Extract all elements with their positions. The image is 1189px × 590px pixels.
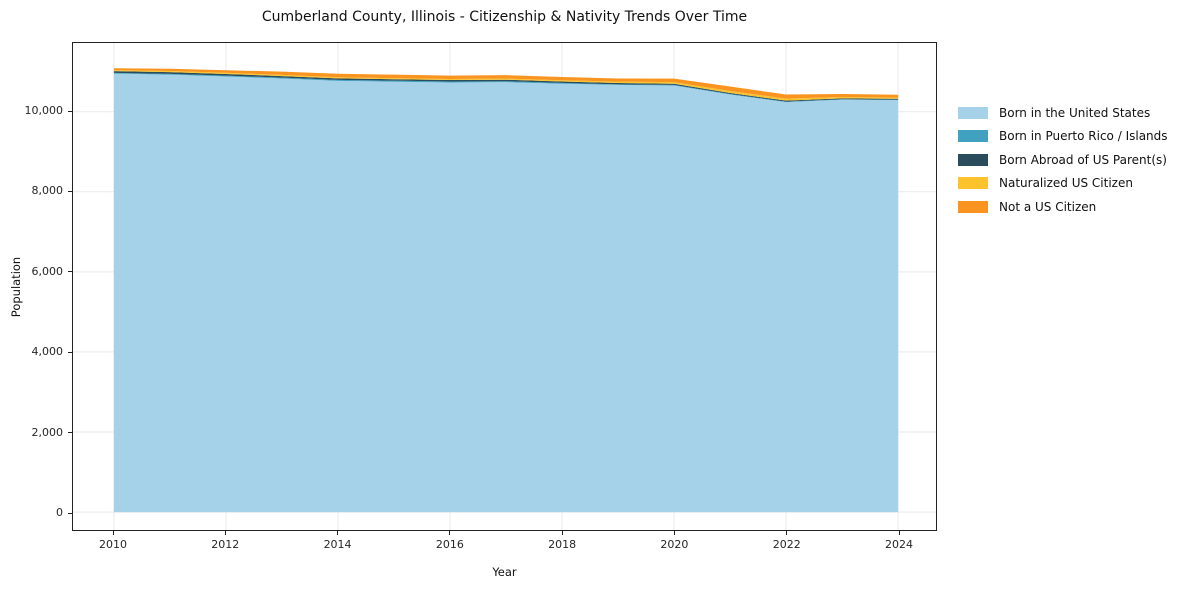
- legend-item: Not a US Citizen: [958, 195, 1168, 219]
- legend-item: Born in the United States: [958, 101, 1168, 125]
- x-tick-mark: [673, 531, 675, 535]
- legend-swatch-not-citizen: [958, 200, 988, 213]
- x-tick-label: 2022: [772, 538, 801, 551]
- legend-label: Born in the United States: [999, 105, 1151, 120]
- y-tick-label: 4,000: [31, 345, 64, 359]
- x-tick-label: 2020: [660, 538, 689, 551]
- x-tick-label: 2012: [211, 538, 240, 551]
- x-tick-label: 2016: [435, 538, 464, 551]
- y-tick-label: 6,000: [31, 264, 64, 278]
- y-tick-label: 0: [56, 506, 63, 519]
- legend-swatch-born-us: [958, 106, 988, 119]
- stacked-area-plot: [73, 43, 936, 530]
- legend-swatch-born-pr-islands: [958, 130, 988, 143]
- legend-item: Naturalized US Citizen: [958, 172, 1168, 196]
- x-tick-label: 2018: [548, 538, 577, 551]
- legend-label: Not a US Citizen: [999, 199, 1097, 214]
- legend-label: Born in Puerto Rico / Islands: [999, 129, 1168, 144]
- x-tick-mark: [224, 531, 226, 535]
- x-tick-mark: [449, 531, 451, 535]
- x-tick-mark: [898, 531, 900, 535]
- y-tick-mark: [68, 271, 72, 273]
- legend-swatch-naturalized: [958, 177, 988, 190]
- legend: Born in the United States Born in Puerto…: [958, 101, 1168, 219]
- x-tick-label: 2024: [885, 538, 913, 551]
- x-tick-mark: [337, 531, 339, 535]
- x-tick-mark: [561, 531, 563, 535]
- x-tick-label: 2010: [99, 538, 127, 551]
- x-tick-mark: [112, 531, 114, 535]
- legend-label: Naturalized US Citizen: [999, 176, 1133, 191]
- y-tick-mark: [68, 190, 72, 192]
- chart-title: Cumberland County, Illinois - Citizenshi…: [261, 9, 748, 25]
- legend-item: Born in Puerto Rico / Islands: [958, 125, 1168, 149]
- legend-label: Born Abroad of US Parent(s): [999, 152, 1167, 167]
- x-axis-label: Year: [492, 565, 517, 579]
- legend-swatch-born-abroad: [958, 153, 988, 166]
- y-tick-mark: [68, 432, 72, 434]
- y-tick-label: 8,000: [31, 184, 64, 198]
- y-tick-mark: [68, 351, 72, 353]
- x-tick-label: 2014: [323, 538, 352, 551]
- y-tick-mark: [68, 110, 72, 112]
- y-tick-label: 10,000: [24, 104, 64, 117]
- x-tick-mark: [786, 531, 788, 535]
- y-tick-label: 2,000: [31, 425, 64, 439]
- plot-area: [72, 42, 937, 531]
- legend-item: Born Abroad of US Parent(s): [958, 148, 1168, 172]
- y-tick-mark: [68, 512, 72, 514]
